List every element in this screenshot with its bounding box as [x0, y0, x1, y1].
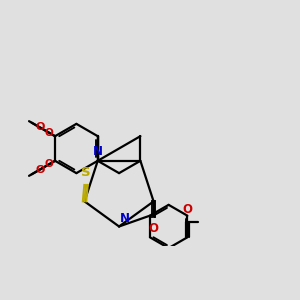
Text: O: O — [182, 203, 192, 216]
Text: O: O — [45, 159, 54, 169]
Text: O: O — [45, 128, 54, 138]
Text: O: O — [35, 164, 45, 175]
Text: O: O — [148, 222, 159, 236]
Text: N: N — [120, 212, 130, 225]
Text: O: O — [35, 122, 45, 133]
Text: N: N — [93, 146, 103, 158]
Text: S: S — [81, 167, 91, 179]
